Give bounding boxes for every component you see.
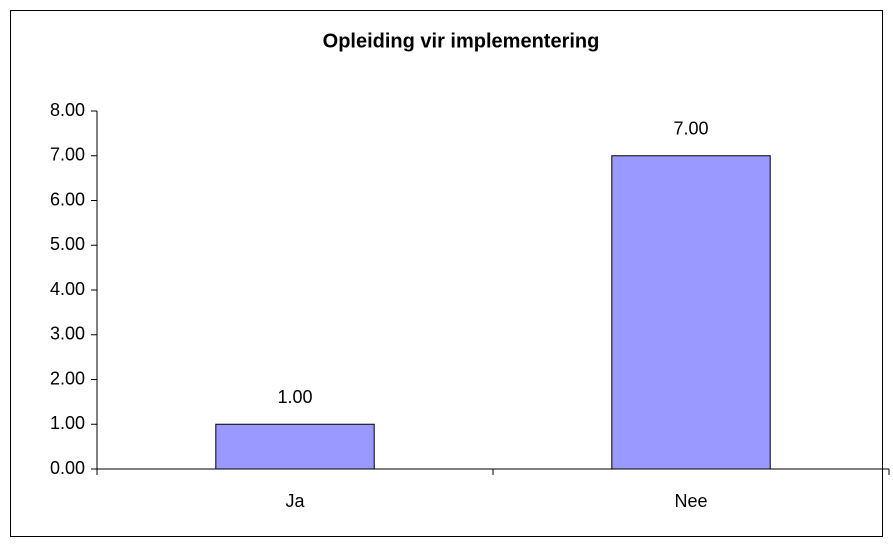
- y-tick-label: 5.00: [50, 234, 85, 254]
- x-tick-label: Nee: [674, 491, 707, 511]
- data-label: 7.00: [673, 119, 708, 139]
- y-tick-label: 2.00: [50, 368, 85, 388]
- y-tick-label: 1.00: [50, 413, 85, 433]
- bar: [215, 423, 375, 470]
- x-tick-label: Ja: [285, 491, 305, 511]
- chart-title: Opleiding vir implementering: [323, 30, 600, 52]
- y-tick-label: 0.00: [50, 458, 85, 478]
- y-tick-label: 7.00: [50, 145, 85, 165]
- y-tick-label: 3.00: [50, 324, 85, 344]
- y-tick-label: 4.00: [50, 279, 85, 299]
- y-tick-label: 6.00: [50, 189, 85, 209]
- bar: [611, 155, 771, 470]
- y-tick-label: 8.00: [50, 100, 85, 120]
- data-label: 1.00: [277, 387, 312, 407]
